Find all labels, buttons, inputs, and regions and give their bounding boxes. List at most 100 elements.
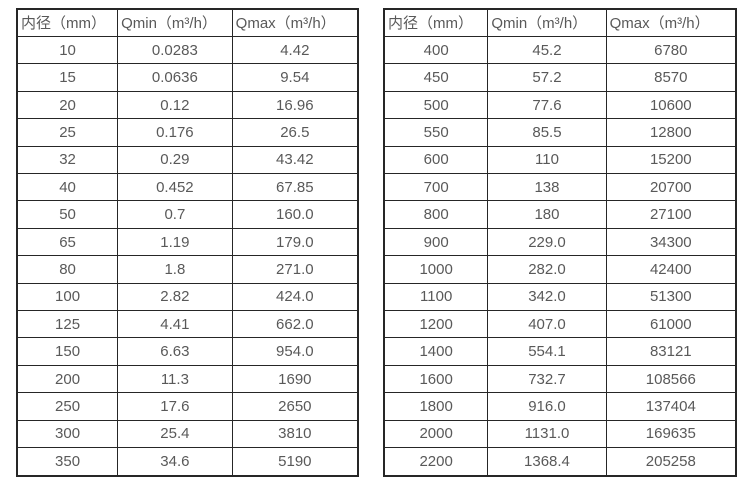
header-inner-diameter: 内径（mm） bbox=[383, 8, 489, 37]
table-cell: 20700 bbox=[605, 173, 737, 202]
table-cell: 1690 bbox=[231, 364, 359, 394]
table-cell: 108566 bbox=[605, 364, 737, 394]
table-cell: 4.42 bbox=[231, 35, 359, 65]
table-cell: 27100 bbox=[605, 200, 737, 229]
table-cell: 43.42 bbox=[231, 145, 359, 175]
table-cell: 662.0 bbox=[231, 310, 359, 339]
table-row: 800 180 27100 bbox=[383, 200, 737, 229]
table-cell: 1000 bbox=[383, 255, 489, 284]
table-row: 300 25.4 3810 bbox=[16, 419, 359, 449]
table-row: 250 17.6 2650 bbox=[16, 392, 359, 421]
table-cell: 34.6 bbox=[117, 447, 233, 477]
table-cell: 450 bbox=[383, 63, 489, 92]
table-cell: 110 bbox=[487, 145, 607, 175]
table-cell: 1800 bbox=[383, 392, 489, 421]
table-cell: 15 bbox=[16, 63, 119, 92]
table-cell: 6.63 bbox=[117, 337, 233, 366]
table-cell: 229.0 bbox=[487, 227, 607, 257]
table-cell: 1.8 bbox=[117, 255, 233, 284]
table-cell: 137404 bbox=[605, 392, 737, 421]
table-cell: 200 bbox=[16, 364, 119, 394]
table-row: 100 2.82 424.0 bbox=[16, 282, 359, 312]
table-cell: 271.0 bbox=[231, 255, 359, 284]
table-cell: 169635 bbox=[605, 419, 737, 449]
table-row: 500 77.6 10600 bbox=[383, 90, 737, 120]
table-row: 20 0.12 16.96 bbox=[16, 90, 359, 120]
table-cell: 2000 bbox=[383, 419, 489, 449]
header-inner-diameter: 内径（mm） bbox=[16, 8, 119, 37]
table-cell: 8570 bbox=[605, 63, 737, 92]
table-cell: 1400 bbox=[383, 337, 489, 366]
table-cell: 1200 bbox=[383, 310, 489, 339]
header-qmax: Qmax（m³/h） bbox=[231, 8, 359, 37]
table-cell: 2200 bbox=[383, 447, 489, 477]
table-row: 900 229.0 34300 bbox=[383, 227, 737, 257]
table-cell: 25 bbox=[16, 118, 119, 147]
table-cell: 2.82 bbox=[117, 282, 233, 312]
table-cell: 282.0 bbox=[487, 255, 607, 284]
table-cell: 160.0 bbox=[231, 200, 359, 229]
table-row: 1000 282.0 42400 bbox=[383, 255, 737, 284]
table-row: 15 0.0636 9.54 bbox=[16, 63, 359, 92]
table-row: 65 1.19 179.0 bbox=[16, 227, 359, 257]
table-cell: 45.2 bbox=[487, 35, 607, 65]
table-cell: 9.54 bbox=[231, 63, 359, 92]
table-cell: 57.2 bbox=[487, 63, 607, 92]
table-cell: 916.0 bbox=[487, 392, 607, 421]
table-cell: 342.0 bbox=[487, 282, 607, 312]
flow-table-large-diameters: 内径（mm） Qmin（m³/h） Qmax（m³/h） 400 45.2 6780… bbox=[383, 8, 737, 477]
table-cell: 34300 bbox=[605, 227, 737, 257]
header-qmax: Qmax（m³/h） bbox=[605, 8, 737, 37]
table-cell: 40 bbox=[16, 173, 119, 202]
table-cell: 65 bbox=[16, 227, 119, 257]
table-row: 10 0.0283 4.42 bbox=[16, 35, 359, 65]
table-cell: 400 bbox=[383, 35, 489, 65]
table-row: 450 57.2 8570 bbox=[383, 63, 737, 92]
table-cell: 12800 bbox=[605, 118, 737, 147]
table-row: 125 4.41 662.0 bbox=[16, 310, 359, 339]
table-cell: 0.176 bbox=[117, 118, 233, 147]
table-cell: 554.1 bbox=[487, 337, 607, 366]
table-row: 2200 1368.4 205258 bbox=[383, 447, 737, 477]
table-row: 1800 916.0 137404 bbox=[383, 392, 737, 421]
table-cell: 15200 bbox=[605, 145, 737, 175]
flow-table-small-diameters: 内径（mm） Qmin（m³/h） Qmax（m³/h） 10 0.0283 4.4… bbox=[16, 8, 359, 477]
table-cell: 0.29 bbox=[117, 145, 233, 175]
table-cell: 205258 bbox=[605, 447, 737, 477]
table-cell: 500 bbox=[383, 90, 489, 120]
table-cell: 4.41 bbox=[117, 310, 233, 339]
table-cell: 350 bbox=[16, 447, 119, 477]
table-cell: 300 bbox=[16, 419, 119, 449]
table-cell: 51300 bbox=[605, 282, 737, 312]
table-cell: 180 bbox=[487, 200, 607, 229]
table-cell: 250 bbox=[16, 392, 119, 421]
header-qmin: Qmin（m³/h） bbox=[117, 8, 233, 37]
table-cell: 83121 bbox=[605, 337, 737, 366]
table-row: 2000 1131.0 169635 bbox=[383, 419, 737, 449]
table-cell: 26.5 bbox=[231, 118, 359, 147]
table-cell: 11.3 bbox=[117, 364, 233, 394]
table-cell: 77.6 bbox=[487, 90, 607, 120]
table-row: 1100 342.0 51300 bbox=[383, 282, 737, 312]
table-cell: 10 bbox=[16, 35, 119, 65]
table-cell: 16.96 bbox=[231, 90, 359, 120]
table-row: 50 0.7 160.0 bbox=[16, 200, 359, 229]
table-header-row: 内径（mm） Qmin（m³/h） Qmax（m³/h） bbox=[16, 8, 359, 37]
table-cell: 700 bbox=[383, 173, 489, 202]
table-cell: 1600 bbox=[383, 364, 489, 394]
table-cell: 1368.4 bbox=[487, 447, 607, 477]
table-row: 200 11.3 1690 bbox=[16, 364, 359, 394]
table-cell: 900 bbox=[383, 227, 489, 257]
table-cell: 0.0636 bbox=[117, 63, 233, 92]
table-row: 600 110 15200 bbox=[383, 145, 737, 175]
table-cell: 3810 bbox=[231, 419, 359, 449]
table-row: 32 0.29 43.42 bbox=[16, 145, 359, 175]
table-cell: 1100 bbox=[383, 282, 489, 312]
table-row: 550 85.5 12800 bbox=[383, 118, 737, 147]
table-cell: 10600 bbox=[605, 90, 737, 120]
table-cell: 100 bbox=[16, 282, 119, 312]
table-row: 25 0.176 26.5 bbox=[16, 118, 359, 147]
table-cell: 25.4 bbox=[117, 419, 233, 449]
table-cell: 32 bbox=[16, 145, 119, 175]
table-cell: 20 bbox=[16, 90, 119, 120]
